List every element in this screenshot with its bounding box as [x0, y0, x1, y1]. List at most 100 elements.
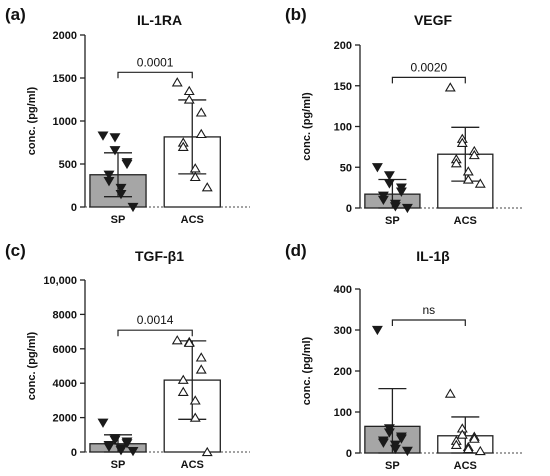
y-tick-label: 2000: [53, 30, 77, 42]
data-point: [97, 131, 109, 141]
x-tick-label: SP: [111, 214, 126, 226]
data-point: [171, 77, 183, 87]
significance-label: 0.0020: [410, 60, 447, 74]
data-point: [383, 171, 395, 181]
data-point: [377, 195, 389, 205]
x-tick-label: ACS: [181, 214, 204, 226]
x-tick-label: SP: [385, 460, 400, 472]
significance-label: 0.0014: [137, 313, 174, 327]
data-point: [450, 158, 462, 168]
data-point: [103, 442, 115, 452]
data-point: [462, 174, 474, 184]
y-tick-label: 4000: [53, 378, 77, 390]
panel-label: (b): [285, 5, 307, 24]
y-axis-label: conc. (pg/ml): [26, 331, 38, 400]
data-point: [183, 85, 195, 96]
data-point: [189, 171, 201, 182]
data-point: [383, 428, 395, 438]
chart-panel: (b) VEGF conc. (pg/ml) 0 50 100 150 200 SP ACS 0.0…: [285, 5, 522, 227]
data-point: [201, 446, 213, 457]
data-point: [109, 146, 121, 156]
data-point: [462, 443, 474, 454]
y-tick-label: 200: [334, 366, 352, 378]
y-tick-label: 100: [334, 407, 352, 419]
data-point: [189, 395, 201, 405]
data-point: [97, 418, 109, 428]
y-tick-label: 8000: [53, 309, 77, 321]
data-point: [183, 94, 195, 104]
y-tick-label: 0: [346, 203, 352, 215]
data-point: [171, 335, 183, 345]
significance-bracket: [117, 329, 193, 337]
data-point: [115, 189, 127, 200]
data-point: [456, 429, 468, 439]
data-point: [389, 444, 401, 455]
y-tick-label: 6000: [53, 344, 77, 356]
y-tick-label: 200: [334, 40, 352, 52]
x-tick-label: ACS: [454, 460, 477, 472]
y-axis-label: conc. (pg/ml): [301, 336, 313, 405]
chart-panel: (a) IL-1RA conc. (pg/ml) 0 500 1000 1500 2000 SP…: [5, 5, 250, 226]
data-point: [371, 163, 383, 173]
y-tick-label: 300: [334, 325, 352, 337]
data-point: [127, 446, 139, 457]
data-point: [401, 203, 413, 214]
y-tick-label: 2000: [53, 413, 77, 425]
y-axis-label: conc. (pg/ml): [301, 92, 313, 161]
data-point: [109, 435, 121, 446]
panel-label: (a): [5, 5, 26, 24]
y-tick-label: 0: [71, 202, 77, 214]
data-point: [389, 202, 401, 212]
data-point: [377, 438, 389, 448]
x-tick-label: SP: [111, 459, 126, 471]
y-tick-label: 10,000: [43, 275, 77, 287]
data-point: [177, 374, 189, 384]
y-tick-label: 100: [334, 122, 352, 134]
data-point: [401, 446, 413, 457]
significance-bracket: [391, 319, 466, 326]
y-axis-label: conc. (pg/ml): [26, 86, 38, 155]
data-point: [189, 412, 201, 422]
significance-label: ns: [423, 303, 436, 317]
data-point: [115, 183, 127, 194]
panel-label: (d): [285, 241, 307, 260]
data-point: [468, 433, 480, 443]
x-tick-label: SP: [385, 215, 400, 227]
y-tick-label: 1500: [53, 73, 77, 85]
x-tick-label: ACS: [181, 459, 204, 471]
significance-bracket: [117, 71, 193, 79]
data-point: [127, 202, 139, 213]
y-tick-label: 1000: [53, 116, 77, 128]
data-point: [444, 82, 456, 92]
chart-title: TGF-β1: [135, 248, 184, 264]
data-point: [474, 178, 486, 188]
data-point: [383, 179, 395, 189]
chart-title: IL-1RA: [137, 12, 182, 28]
y-tick-label: 0: [346, 448, 352, 460]
data-point: [201, 182, 213, 192]
data-point: [115, 446, 127, 456]
chart-panel: (c) TGF-β1 conc. (pg/ml) 0 2000 4000 6000 8000 1…: [5, 241, 250, 471]
data-point: [450, 439, 462, 449]
significance-bracket: [391, 76, 466, 84]
y-tick-label: 400: [334, 284, 352, 296]
data-point: [121, 159, 133, 170]
data-point: [371, 325, 383, 336]
data-point: [195, 107, 207, 117]
data-point: [395, 187, 407, 197]
data-point: [183, 337, 195, 347]
data-point: [395, 434, 407, 444]
data-point: [195, 364, 207, 374]
data-point: [456, 137, 468, 147]
significance-label: 0.0001: [137, 55, 174, 69]
data-point: [121, 439, 133, 449]
y-tick-label: 0: [71, 447, 77, 459]
data-point: [103, 170, 115, 180]
data-point: [177, 386, 189, 396]
data-point: [109, 133, 121, 143]
panel-label: (c): [5, 241, 26, 260]
chart-title: VEGF: [414, 12, 453, 28]
data-point: [195, 128, 207, 139]
data-point: [468, 149, 480, 160]
